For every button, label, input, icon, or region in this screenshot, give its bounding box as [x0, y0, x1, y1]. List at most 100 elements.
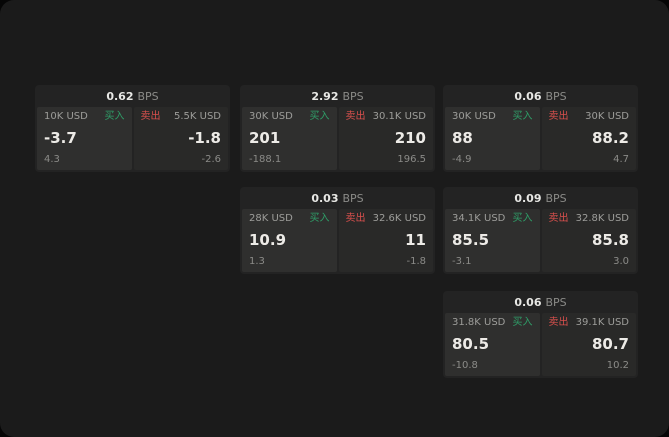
spread-unit: BPS [342, 191, 364, 205]
quote-card: 0.03 BPS 28K USD 买入 10.9 1.3 卖出 32.6K US… [240, 187, 435, 274]
spread-header: 0.06 BPS [443, 291, 638, 313]
sell-panel[interactable]: 卖出 5.5K USD -1.8 -2.6 [133, 107, 228, 170]
quote-panels: 28K USD 买入 10.9 1.3 卖出 32.6K USD 11 -1.8 [240, 209, 435, 274]
buy-panel[interactable]: 30K USD 买入 88 -4.9 [445, 107, 540, 170]
spread-unit: BPS [545, 295, 567, 309]
sell-button[interactable]: 卖出 [140, 111, 161, 122]
buy-panel[interactable]: 30K USD 买入 201 -188.1 [242, 107, 337, 170]
sell-panel-top: 卖出 32.6K USD [346, 214, 427, 224]
sell-size: 30.1K USD [372, 111, 426, 122]
sell-size: 5.5K USD [173, 111, 221, 122]
sell-panel[interactable]: 卖出 32.6K USD 11 -1.8 [338, 209, 433, 272]
buy-button[interactable]: 买入 [512, 111, 533, 122]
sell-button[interactable]: 卖出 [548, 213, 569, 224]
spread-header: 0.62 BPS [35, 85, 230, 107]
quote-panels: 30K USD 买入 88 -4.9 卖出 30K USD 88.2 4.7 [443, 107, 638, 172]
buy-panel-top: 30K USD 买入 [249, 112, 330, 122]
buy-button[interactable]: 买入 [309, 213, 330, 224]
sell-panel-top: 卖出 32.8K USD [549, 214, 630, 224]
quote-panels: 34.1K USD 买入 85.5 -3.1 卖出 32.8K USD 85.8… [443, 209, 638, 274]
sell-size: 32.6K USD [372, 213, 426, 224]
buy-size: 10K USD [44, 111, 88, 122]
buy-delta: -188.1 [249, 154, 282, 165]
buy-price: 85.5 [452, 231, 490, 249]
sell-price: -1.8 [188, 129, 221, 147]
sell-panel[interactable]: 卖出 30.1K USD 210 196.5 [338, 107, 433, 170]
sell-delta: 3.0 [613, 256, 629, 267]
buy-size: 28K USD [249, 213, 293, 224]
buy-size: 30K USD [249, 111, 293, 122]
sell-delta: -2.6 [201, 154, 221, 165]
sell-size: 30K USD [585, 111, 629, 122]
sell-price: 85.8 [591, 231, 629, 249]
spread-header: 0.06 BPS [443, 85, 638, 107]
buy-panel-top: 10K USD 买入 [44, 112, 125, 122]
buy-price: 10.9 [249, 231, 287, 249]
quote-panels: 10K USD 买入 -3.7 4.3 卖出 5.5K USD -1.8 -2.… [35, 107, 230, 172]
buy-button[interactable]: 买入 [512, 317, 533, 328]
buy-size: 30K USD [452, 111, 496, 122]
buy-price: 80.5 [452, 335, 490, 353]
spread-unit: BPS [342, 89, 364, 103]
sell-price: 88.2 [591, 129, 629, 147]
buy-delta: -4.9 [452, 154, 472, 165]
quote-panels: 30K USD 买入 201 -188.1 卖出 30.1K USD 210 1… [240, 107, 435, 172]
buy-price: 88 [452, 129, 473, 147]
buy-panel[interactable]: 31.8K USD 买入 80.5 -10.8 [445, 313, 540, 376]
spread-unit: BPS [545, 89, 567, 103]
buy-price: 201 [249, 129, 281, 147]
quote-panels: 31.8K USD 买入 80.5 -10.8 卖出 39.1K USD 80.… [443, 313, 638, 378]
sell-button[interactable]: 卖出 [548, 111, 569, 122]
buy-panel-top: 28K USD 买入 [249, 214, 330, 224]
sell-button[interactable]: 卖出 [345, 213, 366, 224]
sell-panel-top: 卖出 5.5K USD [141, 112, 222, 122]
buy-panel-top: 31.8K USD 买入 [452, 318, 533, 328]
sell-panel[interactable]: 卖出 39.1K USD 80.7 10.2 [541, 313, 636, 376]
sell-delta: 4.7 [613, 154, 629, 165]
buy-panel-top: 34.1K USD 买入 [452, 214, 533, 224]
spread-value: 0.62 [106, 89, 134, 103]
sell-size: 32.8K USD [575, 213, 629, 224]
spread-unit: BPS [545, 191, 567, 205]
sell-panel[interactable]: 卖出 30K USD 88.2 4.7 [541, 107, 636, 170]
spread-value: 2.92 [311, 89, 339, 103]
quote-card: 2.92 BPS 30K USD 买入 201 -188.1 卖出 30.1K … [240, 85, 435, 172]
sell-button[interactable]: 卖出 [345, 111, 366, 122]
buy-button[interactable]: 买入 [512, 213, 533, 224]
sell-delta: 196.5 [397, 154, 426, 165]
sell-price: 11 [405, 231, 426, 249]
quote-card: 0.06 BPS 30K USD 买入 88 -4.9 卖出 30K USD 8… [443, 85, 638, 172]
buy-panel[interactable]: 10K USD 买入 -3.7 4.3 [37, 107, 132, 170]
sell-delta: 10.2 [606, 360, 629, 371]
quote-card: 0.06 BPS 31.8K USD 买入 80.5 -10.8 卖出 39.1… [443, 291, 638, 378]
sell-price: 80.7 [591, 335, 629, 353]
buy-delta: 1.3 [249, 256, 265, 267]
buy-delta: 4.3 [44, 154, 60, 165]
spread-value: 0.06 [514, 295, 542, 309]
buy-button[interactable]: 买入 [104, 111, 125, 122]
spread-header: 0.09 BPS [443, 187, 638, 209]
spread-header: 2.92 BPS [240, 85, 435, 107]
spread-header: 0.03 BPS [240, 187, 435, 209]
buy-panel-top: 30K USD 买入 [452, 112, 533, 122]
spread-value: 0.03 [311, 191, 339, 205]
sell-panel[interactable]: 卖出 32.8K USD 85.8 3.0 [541, 209, 636, 272]
buy-delta: -10.8 [452, 360, 478, 371]
buy-panel[interactable]: 28K USD 买入 10.9 1.3 [242, 209, 337, 272]
sell-panel-top: 卖出 30K USD [549, 112, 630, 122]
sell-size: 39.1K USD [575, 317, 629, 328]
buy-panel[interactable]: 34.1K USD 买入 85.5 -3.1 [445, 209, 540, 272]
sell-delta: -1.8 [406, 256, 426, 267]
buy-size: 31.8K USD [452, 317, 506, 328]
spread-value: 0.09 [514, 191, 542, 205]
buy-delta: -3.1 [452, 256, 472, 267]
buy-size: 34.1K USD [452, 213, 506, 224]
sell-price: 210 [394, 129, 426, 147]
sell-panel-top: 卖出 30.1K USD [346, 112, 427, 122]
buy-price: -3.7 [44, 129, 77, 147]
spread-value: 0.06 [514, 89, 542, 103]
quote-card: 0.62 BPS 10K USD 买入 -3.7 4.3 卖出 5.5K USD… [35, 85, 230, 172]
buy-button[interactable]: 买入 [309, 111, 330, 122]
sell-button[interactable]: 卖出 [548, 317, 569, 328]
